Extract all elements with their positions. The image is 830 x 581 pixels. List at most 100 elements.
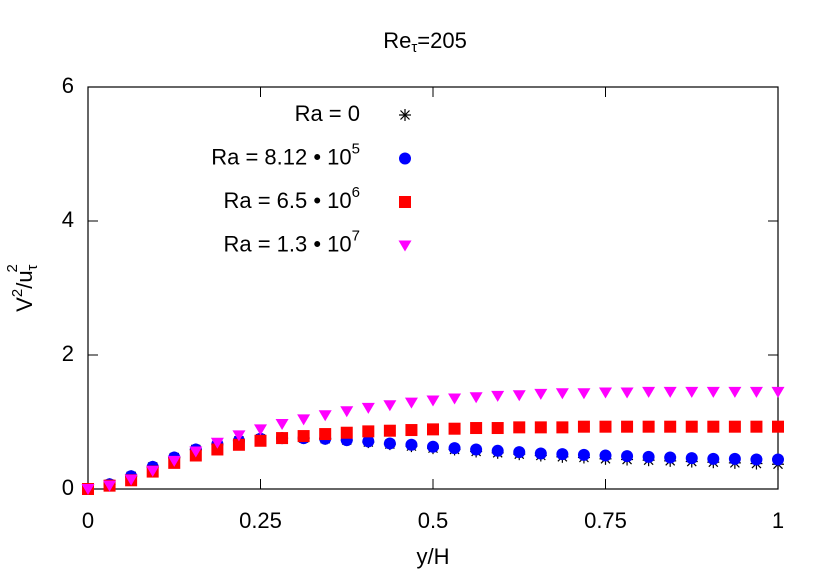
legend-label: Ra = 8.12 • 105 [211,140,360,169]
marker [513,446,526,459]
marker [211,443,224,456]
marker [383,437,396,450]
marker [706,386,720,398]
marker [210,437,224,449]
marker [404,397,418,409]
marker [340,406,354,418]
marker [663,386,677,398]
marker [534,421,547,434]
marker [599,420,612,433]
legend-sup: 6 [352,184,360,201]
legend-part: Ra = 0 [295,101,360,126]
marker [599,449,612,462]
marker [664,451,677,464]
x-tick-label: 1 [772,508,784,533]
marker [427,423,439,436]
marker [469,392,483,404]
x-tick-label: 0 [82,508,94,533]
marker [621,420,634,433]
marker [772,420,784,433]
x-tick-label: 0.75 [584,508,627,533]
marker [398,240,412,252]
marker [664,420,677,433]
ylabel-sup: 2 [4,264,21,272]
marker [728,386,742,398]
marker [254,434,267,447]
marker [232,438,245,451]
marker [749,386,763,398]
marker [232,430,246,442]
marker [254,424,267,436]
y-tick-label: 0 [62,475,74,500]
marker [362,435,375,448]
legend-part: Ra = 8.12 • 10 [211,144,351,169]
y-tick-label: 2 [62,341,74,366]
marker [555,388,569,400]
marker [685,386,699,398]
marker [448,393,462,405]
marker [534,388,548,400]
marker [621,450,634,463]
marker [685,452,698,465]
marker [642,420,655,433]
marker [319,428,332,441]
marker [728,452,741,465]
marker [81,484,95,495]
ylabel-part: /u [12,270,37,288]
legend-label: Ra = 6.5 • 106 [223,184,360,213]
marker [599,387,612,399]
marker [297,430,310,443]
marker [491,444,504,457]
marker [556,421,569,434]
marker [728,420,741,433]
legend-sup: 5 [352,140,360,157]
marker [427,440,439,453]
marker [189,446,203,458]
marker [577,388,591,400]
marker [383,400,397,412]
x-axis-label: y/H [417,544,450,569]
marker [361,402,375,414]
marker [318,410,332,422]
marker [146,465,160,477]
marker [276,432,289,445]
marker [556,448,569,461]
y-tick-label: 6 [62,73,74,98]
y-axis-label: V2/uτ2 [4,264,41,312]
marker [491,422,504,435]
marker [707,452,720,465]
title-part: =205 [417,28,467,53]
marker [362,425,375,438]
title-sub: τ [411,39,417,56]
marker [642,450,655,463]
marker [577,448,590,461]
legend-sup: 7 [352,227,360,244]
marker [750,453,763,466]
marker [771,386,785,398]
marker [405,438,418,451]
marker [750,420,763,433]
marker [577,420,590,433]
legend-label: Ra = 1.3 • 107 [223,227,360,256]
x-tick-label: 0.5 [418,508,449,533]
marker [642,386,656,398]
marker [124,474,138,486]
marker [297,414,311,426]
title-part: Re [383,28,411,53]
ylabel-sub: τ [24,264,41,270]
marker [470,443,483,456]
x-tick-label: 0.25 [239,508,282,533]
marker [167,455,181,467]
chart-title: Reτ=205 [383,28,467,56]
marker [448,422,461,435]
marker [399,109,411,121]
marker [470,422,483,435]
marker [512,390,526,402]
marker [620,387,634,399]
marker [340,426,353,439]
marker [399,196,411,208]
legend-part: Ra = 6.5 • 10 [223,188,351,213]
marker [399,152,411,165]
legend-label: Ra = 0 [295,101,360,126]
marker [513,421,526,434]
